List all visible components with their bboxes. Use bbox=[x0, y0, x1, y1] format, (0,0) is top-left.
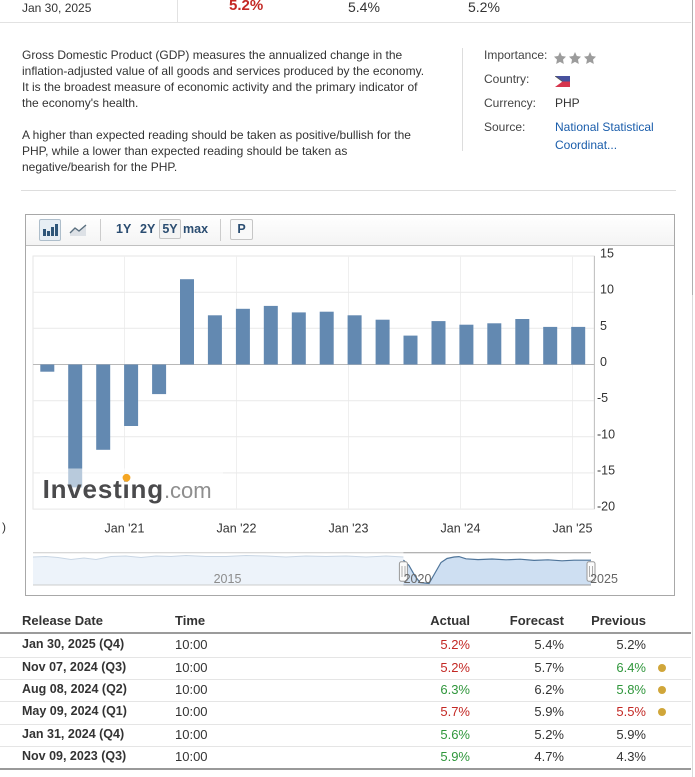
svg-text:Jan '21: Jan '21 bbox=[105, 522, 145, 536]
svg-text:Jan '22: Jan '22 bbox=[217, 522, 257, 536]
svg-text:Jan '24: Jan '24 bbox=[441, 522, 481, 536]
svg-text:-20: -20 bbox=[597, 500, 615, 514]
svg-text:2025: 2025 bbox=[590, 572, 618, 586]
svg-text:5: 5 bbox=[600, 319, 607, 333]
svg-text:2015: 2015 bbox=[214, 572, 242, 586]
svg-text:10: 10 bbox=[600, 283, 614, 297]
svg-text:Jan '23: Jan '23 bbox=[329, 522, 369, 536]
svg-text:2020: 2020 bbox=[404, 572, 432, 586]
svg-text:0: 0 bbox=[600, 355, 607, 369]
svg-text:Jan '25: Jan '25 bbox=[553, 522, 593, 536]
svg-text:15: 15 bbox=[600, 247, 614, 261]
svg-text:-15: -15 bbox=[597, 463, 615, 477]
svg-text:-10: -10 bbox=[597, 427, 615, 441]
svg-text:-5: -5 bbox=[597, 391, 608, 405]
